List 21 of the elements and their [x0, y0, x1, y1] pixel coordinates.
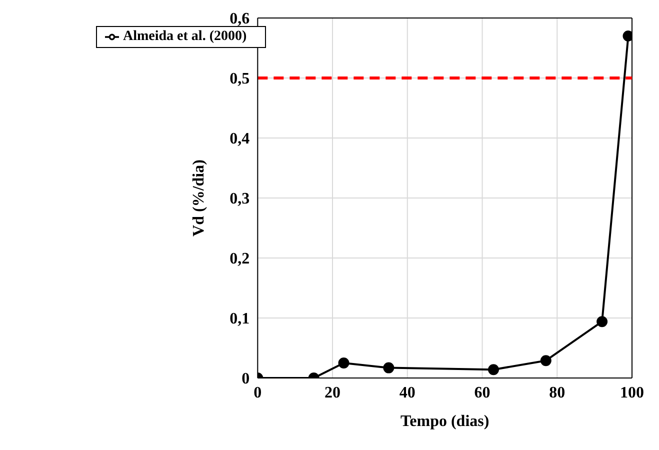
x-axis-title: Tempo (dias): [400, 413, 490, 430]
point: [488, 364, 499, 376]
y-tick-label: 0: [242, 370, 250, 388]
point: [596, 316, 608, 328]
x-tick-label: 80: [549, 384, 566, 402]
y-tick-label: 0,6: [230, 10, 250, 28]
y-tick-label: 0,3: [230, 190, 250, 208]
point: [383, 362, 394, 374]
x-tick-label: 100: [620, 384, 644, 402]
legend-label: Almeida et al. (2000): [123, 29, 247, 44]
y-tick-label: 0,2: [230, 250, 250, 268]
x-tick-label: 40: [399, 384, 416, 402]
point: [540, 355, 552, 366]
y-axis-title: Vd (%/dia): [190, 160, 208, 236]
x-tick-label: 60: [474, 384, 490, 402]
x-tick-label: 0: [254, 384, 262, 402]
x-tick-label: 20: [324, 384, 341, 402]
y-tick-label: 0,1: [230, 310, 250, 328]
point: [338, 358, 350, 368]
y-tick-label: 0,5: [230, 70, 250, 88]
y-tick-label: 0,4: [230, 130, 250, 148]
